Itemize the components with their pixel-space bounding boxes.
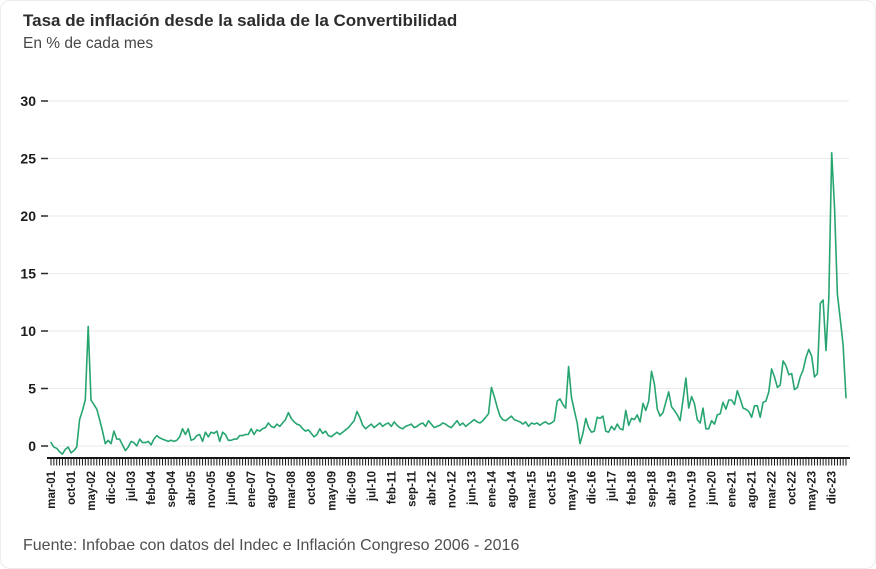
- y-axis-label: 20: [20, 208, 36, 224]
- x-axis-label: dic-09: [346, 471, 358, 504]
- y-axis-label: 15: [20, 266, 36, 282]
- x-axis-label: mar-22: [767, 471, 779, 509]
- x-axis-label: ago-21: [747, 470, 759, 508]
- inflation-line: [50, 152, 847, 455]
- x-axis-label: may-02: [86, 471, 98, 511]
- x-axis-label: ago-14: [506, 470, 518, 508]
- y-axis-label: 25: [20, 151, 36, 167]
- chart-title: Tasa de inflación desde la salida de la …: [23, 11, 458, 30]
- x-axis-label: sep-04: [166, 470, 178, 507]
- x-axis-label: jul-03: [126, 471, 138, 502]
- x-axis-label: jul-17: [607, 471, 619, 502]
- chart-plot-area: 0 5 10 15 20 25 30 mar-01 oct-01 may-02 dic-02 jul-…: [1, 81, 875, 541]
- inflation-line-chart: 0 5 10 15 20 25 30 mar-01 oct-01 may-02 dic-02 jul-…: [20, 93, 850, 511]
- x-axis-label: nov-12: [446, 471, 458, 508]
- x-axis-label: oct-22: [787, 471, 799, 505]
- y-axis-label: 10: [20, 323, 36, 339]
- x-axis-label: mar-15: [526, 470, 538, 508]
- x-axis-label: ago-07: [266, 471, 278, 508]
- y-axis-label: 30: [20, 93, 36, 109]
- x-axis-label: abr-19: [667, 471, 679, 506]
- x-axis-label: sep-11: [406, 470, 418, 506]
- x-axis-label: may-23: [807, 471, 819, 511]
- x-axis-label: mar-08: [286, 470, 298, 508]
- x-axis-label: jul-10: [366, 471, 378, 502]
- x-axis-label: dic-16: [586, 471, 598, 504]
- chart-subtitle: En % de cada mes: [23, 35, 154, 52]
- x-axis-label: may-16: [566, 471, 578, 511]
- x-axis-label: dic-23: [827, 471, 839, 504]
- x-axis-label: feb-04: [146, 470, 158, 504]
- y-axis-label: 5: [28, 381, 36, 397]
- x-axis-label: ene-07: [246, 471, 258, 507]
- x-axis-label: feb-11: [386, 470, 398, 504]
- x-axis-label: dic-02: [106, 471, 118, 504]
- x-axis-label: abr-05: [186, 470, 198, 505]
- x-axis-label: ene-14: [486, 470, 498, 507]
- x-axis-label: ene-21: [727, 470, 739, 507]
- x-axis-label: nov-19: [687, 471, 699, 508]
- y-axis-label: 0: [28, 438, 36, 454]
- x-axis-label: feb-18: [627, 470, 639, 504]
- x-axis-label: mar-01: [46, 470, 58, 508]
- x-axis-label: oct-08: [306, 470, 318, 504]
- x-axis-label: abr-12: [426, 471, 438, 506]
- x-axis-label: may-09: [326, 471, 338, 511]
- x-axis-label: sep-18: [647, 470, 659, 507]
- x-axis-label: oct-01: [66, 470, 78, 504]
- x-axis-label: jun-06: [226, 471, 238, 506]
- x-axis-label: jun-13: [466, 471, 478, 506]
- x-axis-label: jun-20: [707, 471, 719, 506]
- x-axis-label: oct-15: [546, 470, 558, 504]
- source-note: Fuente: Infobae con datos del Indec e In…: [23, 537, 520, 554]
- x-axis-label: nov-05: [206, 470, 218, 508]
